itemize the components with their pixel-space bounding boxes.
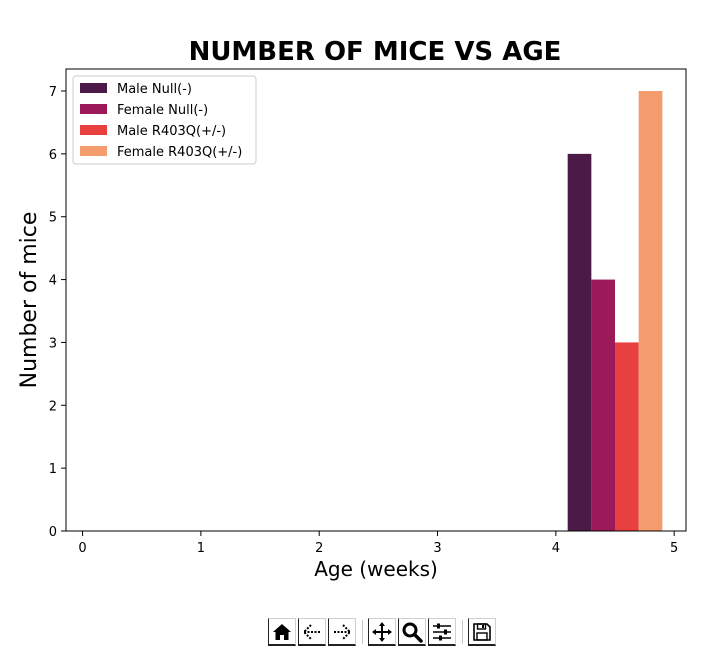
floppy-disk-icon [473,622,491,641]
plot-area [65,68,687,532]
pan-button[interactable] [368,618,396,646]
back-button[interactable] [298,618,326,646]
x-tick-label: 4 [552,541,560,556]
x-tick-label: 5 [670,541,678,556]
chart-title: NUMBER OF MICE VS AGE [189,37,562,67]
arrow-left-icon [302,623,321,640]
arrow-right-icon [333,623,352,640]
y-tick-label: 0 [49,525,57,540]
bar-2 [615,342,639,531]
legend: Male Null(-) Female Null(-) Male R403Q(+/-… [72,75,257,165]
toolbar-separator [458,618,468,646]
legend-entry: Female R403Q(+/-) [117,145,242,160]
bar-3 [638,91,663,531]
y-tick-label: 4 [49,274,57,289]
bars-layer [567,91,663,531]
legend-entry: Female Null(-) [117,103,208,118]
home-button[interactable] [268,618,296,646]
sliders-icon [433,623,451,640]
y-tick-label: 1 [49,462,57,477]
legend-entry: Male Null(-) [117,82,192,97]
legend-swatch [80,125,107,135]
x-axis-label: Age (weeks) [314,557,438,581]
x-tick-label: 1 [197,541,205,556]
x-tick-label: 2 [315,541,323,556]
y-tick-label: 7 [49,85,57,100]
legend-box [72,75,257,165]
toolbar-separator [358,618,368,646]
y-tick-label: 6 [49,148,57,163]
magnifier-icon [402,622,423,643]
forward-button[interactable] [328,618,356,646]
y-axis: 0 1 2 3 4 5 6 7 [49,85,66,540]
home-icon [273,623,291,640]
navigation-toolbar [268,617,498,647]
y-tick-label: 5 [49,211,57,226]
y-tick-label: 3 [49,336,57,351]
save-button[interactable] [468,618,496,646]
x-tick-label: 3 [433,541,441,556]
bar-1 [591,279,616,531]
y-tick-label: 2 [49,399,57,414]
bar-0 [567,153,592,531]
legend-entry: Male R403Q(+/-) [117,124,226,139]
y-axis-label: Number of mice [17,212,42,389]
legend-swatch [80,104,107,114]
x-tick-label: 0 [78,541,86,556]
configure-subplots-button[interactable] [428,618,456,646]
zoom-button[interactable] [398,618,426,646]
chart: NUMBER OF MICE VS AGE 0 1 2 3 4 5 0 1 2 3 4 5 6 7 Ag… [17,37,687,581]
legend-swatch [80,146,107,156]
x-axis: 0 1 2 3 4 5 [78,531,678,556]
legend-swatch [80,83,107,93]
move-icon [372,621,392,642]
